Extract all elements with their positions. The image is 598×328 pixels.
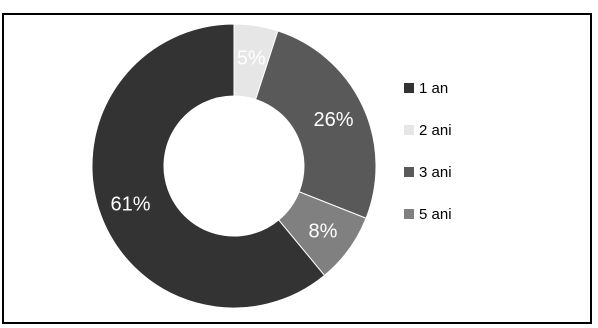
legend-label-5-ani: 5 ani	[419, 206, 452, 223]
legend-label-3-ani: 3 ani	[419, 164, 452, 181]
data-label-5-ani: 8%	[309, 221, 338, 243]
legend-swatch-5-ani	[404, 209, 414, 219]
legend-swatch-2-ani	[404, 125, 414, 135]
legend: 1 an 2 ani 3 ani 5 ani	[404, 80, 452, 223]
legend-swatch-1-an	[404, 83, 414, 93]
slice-3-ani	[255, 30, 377, 219]
data-label-3-ani: 26%	[313, 109, 353, 131]
legend-swatch-3-ani	[404, 167, 414, 177]
data-label-1-an: 61%	[110, 193, 150, 215]
slice-labels: 5% 26% 8% 61%	[110, 47, 353, 242]
data-label-2-ani: 5%	[237, 47, 266, 69]
legend-label-2-ani: 2 ani	[419, 122, 452, 139]
donut-slices	[91, 23, 377, 309]
legend-label-1-an: 1 an	[419, 80, 448, 97]
slice-1-an	[91, 23, 326, 309]
